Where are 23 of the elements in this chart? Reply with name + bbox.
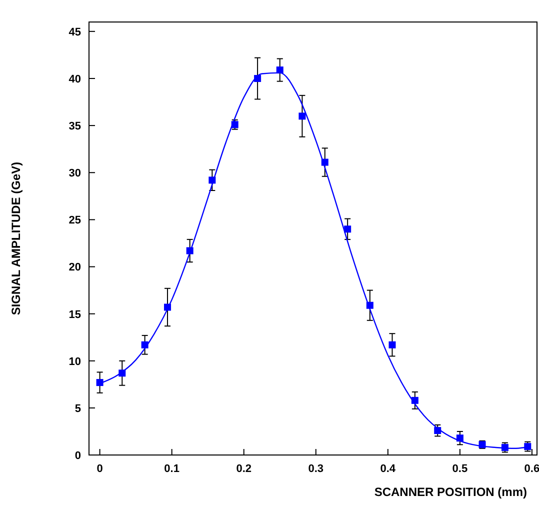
y-tick-label: 45 — [68, 26, 81, 38]
y-tick-label: 15 — [68, 308, 81, 321]
y-tick-label: 40 — [68, 73, 81, 86]
y-tick-label: 30 — [68, 168, 81, 180]
x-tick-label: 0.6 — [524, 463, 539, 475]
x-tick-label: 0.1 — [164, 463, 180, 475]
y-tick-label: 0 — [74, 450, 81, 462]
y-tick-label: 5 — [74, 402, 81, 415]
y-tick-label: 35 — [68, 120, 81, 133]
y-axis-title: SIGNAL AMPLITUDE (GeV) — [9, 162, 23, 316]
y-tick-label: 20 — [68, 262, 81, 274]
x-tick-label: 0 — [96, 463, 103, 475]
point — [298, 112, 306, 120]
x-tick-label: 0.4 — [380, 463, 396, 475]
x-tick-label: 0.2 — [236, 463, 252, 475]
point — [96, 379, 104, 386]
y-tick-label: 10 — [68, 356, 81, 368]
x-axis-title: SCANNER POSITION (mm) — [374, 485, 527, 499]
point — [388, 341, 396, 348]
x-tick-label: 0.3 — [308, 463, 324, 475]
point — [344, 226, 352, 233]
x-tick-label: 0.5 — [452, 463, 468, 475]
y-tick-label: 25 — [68, 214, 81, 227]
